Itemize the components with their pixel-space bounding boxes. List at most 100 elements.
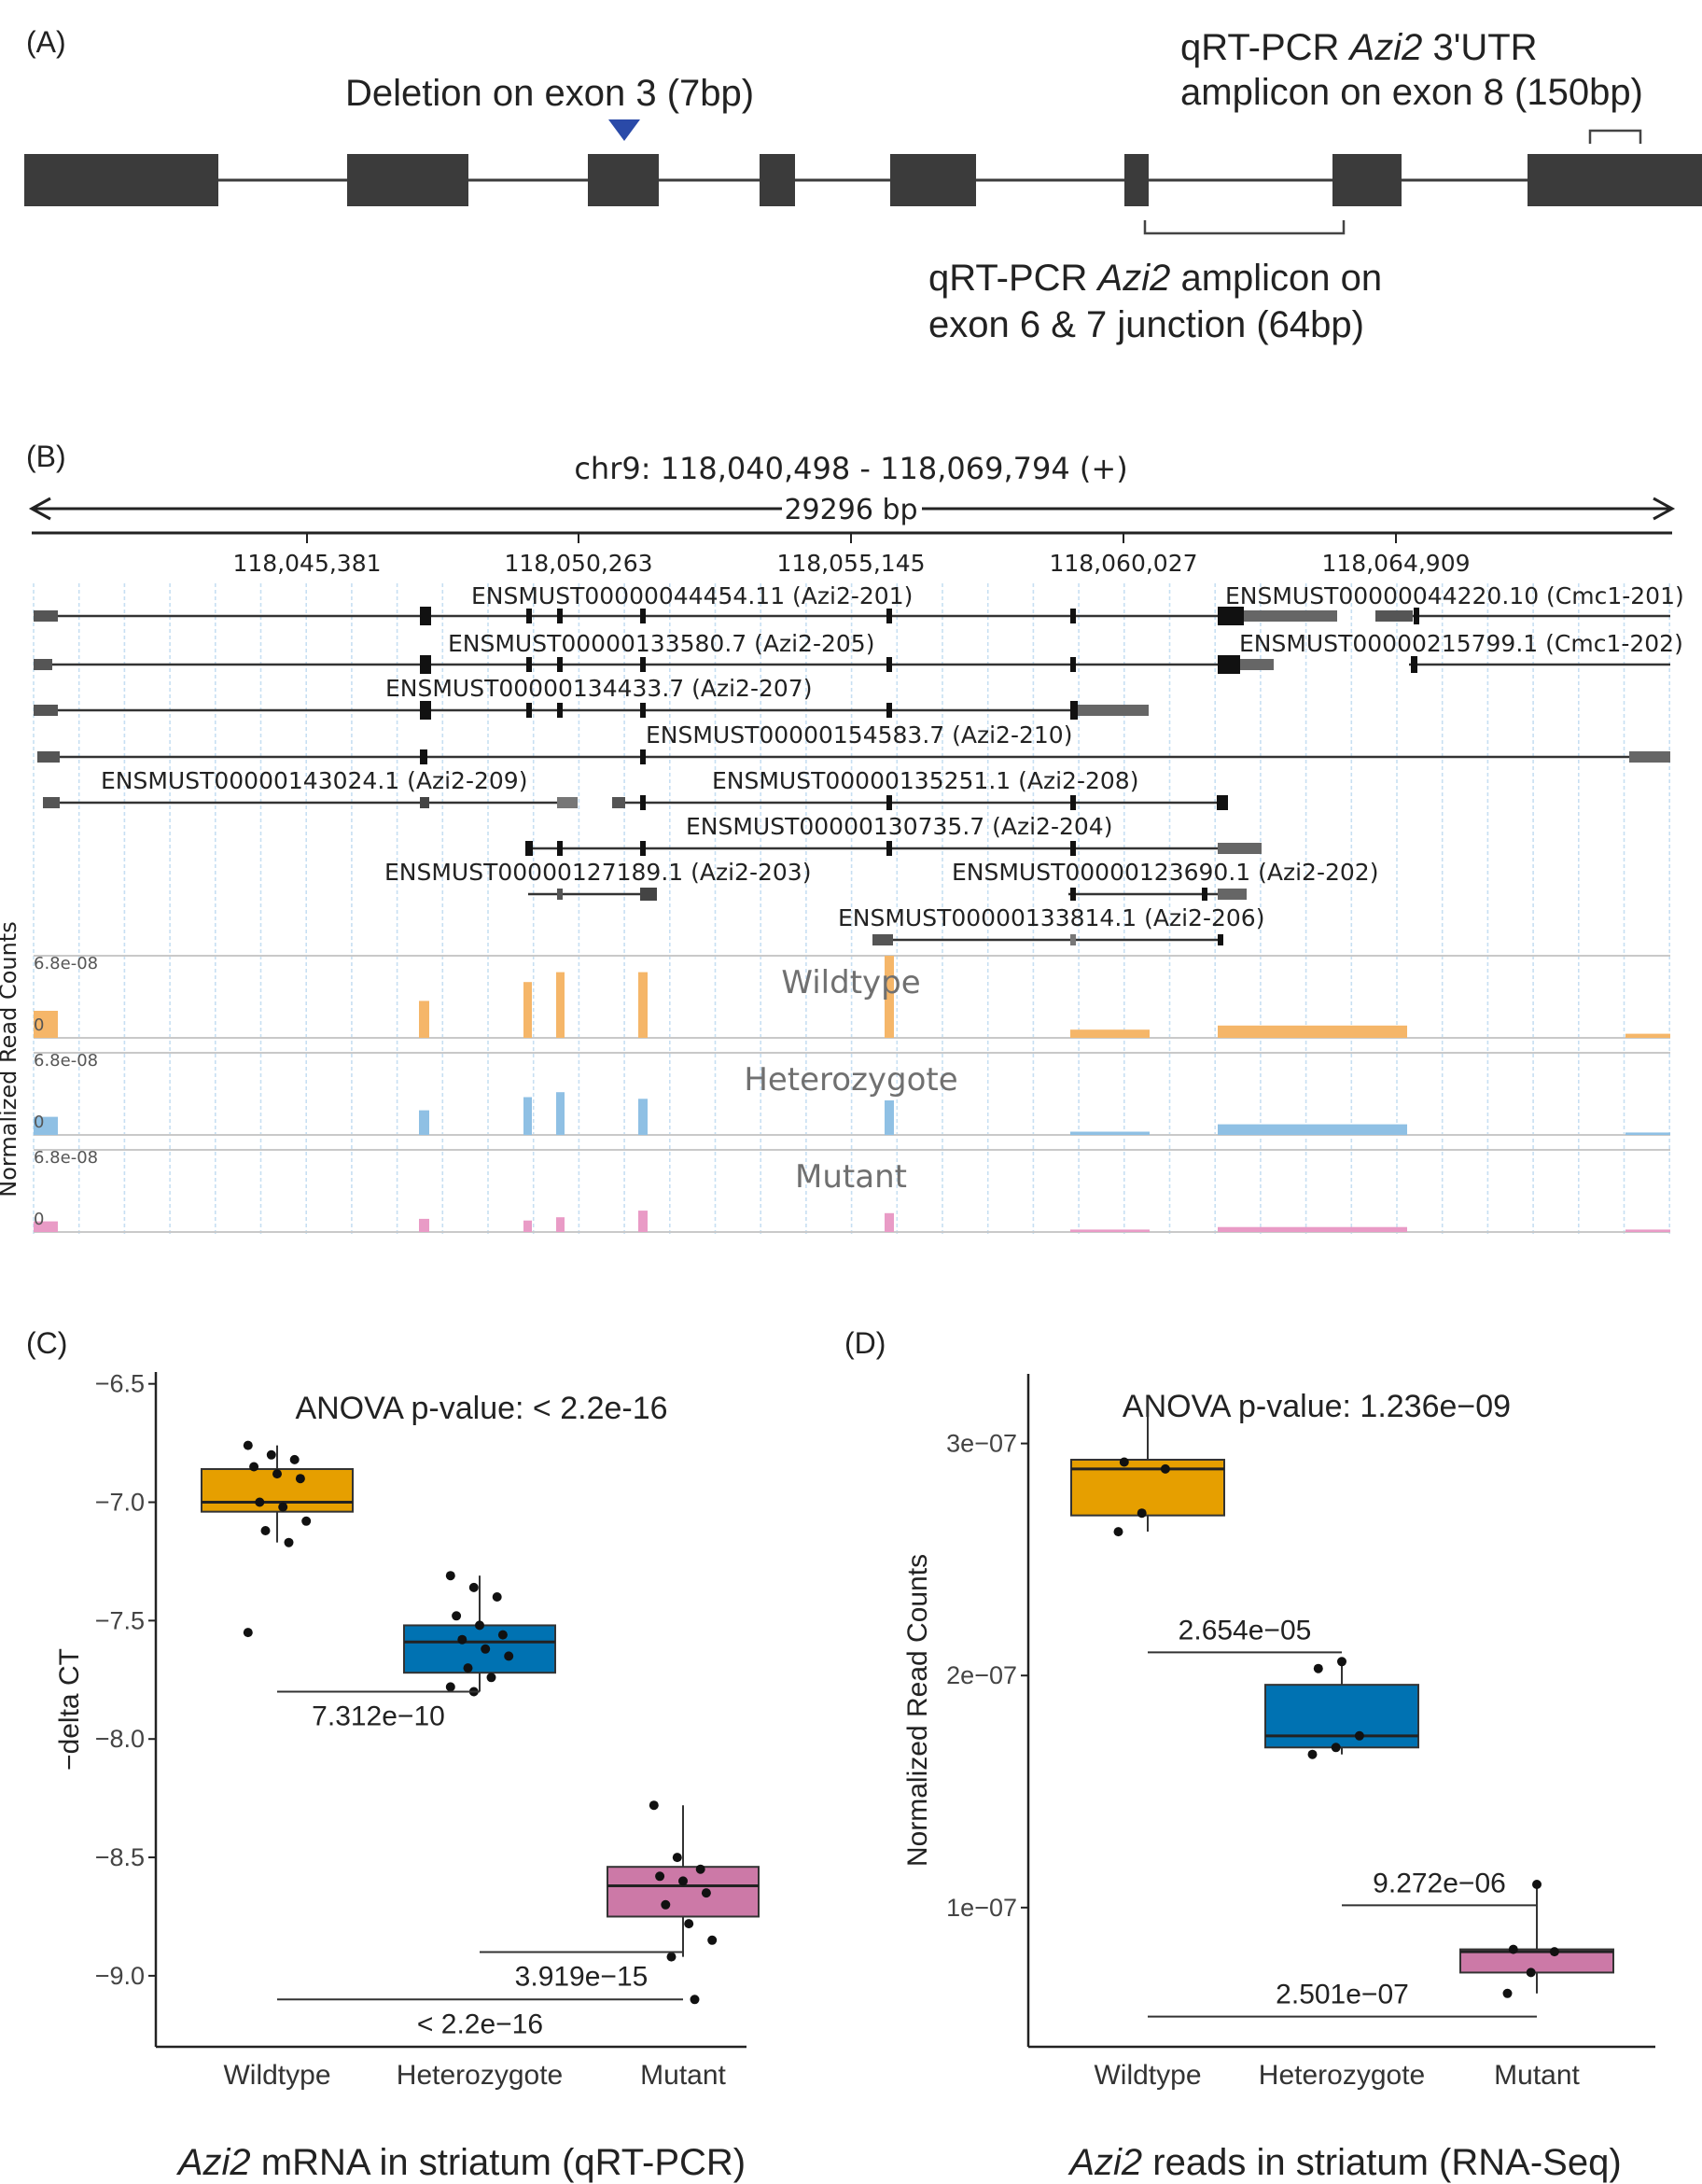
data-point xyxy=(701,1888,711,1898)
data-point xyxy=(661,1899,671,1910)
data-point xyxy=(1337,1657,1346,1667)
y-axis-label: Normalized Read Counts xyxy=(902,1554,933,1867)
coord-tick-label: 118,050,263 xyxy=(504,550,652,577)
junction-amplicon-bracket xyxy=(1143,220,1346,235)
data-point xyxy=(1354,1730,1364,1741)
comparison-pvalue: 3.919e−15 xyxy=(515,1962,649,1993)
data-point xyxy=(497,1630,508,1640)
data-point xyxy=(1307,1749,1318,1759)
coverage-bar xyxy=(419,1218,429,1232)
data-point xyxy=(278,1502,288,1512)
chart-caption: Azi2 mRNA in striatum (qRT-PCR) xyxy=(176,2142,746,2183)
transcript-cmc1-202: ENSMUST00000215799.1 (Cmc1-202) xyxy=(1239,630,1683,673)
track-max-label: 6.8e-08 xyxy=(34,1051,98,1071)
coverage-bar xyxy=(1625,1229,1670,1232)
coord-tick-label: 118,060,027 xyxy=(1049,550,1197,577)
box-mutant xyxy=(607,1866,760,1918)
exon-2 xyxy=(347,154,468,206)
chart-d: 1e−07 2e−07 3e−07 Normalized Read Counts ANO… xyxy=(902,1374,1655,2183)
data-point xyxy=(707,1935,718,1945)
data-point xyxy=(457,1634,467,1645)
data-point xyxy=(243,1628,253,1638)
track-min-label: 0 xyxy=(34,1210,44,1229)
track-name-label: Heterozygote xyxy=(744,1061,957,1099)
transcript-azi2-209: ENSMUST00000143024.1 (Azi2-209) xyxy=(43,767,578,808)
transcript-azi2-205: ENSMUST00000133580.7 (Azi2-205) xyxy=(34,630,1274,674)
y-tick-label: −9.0 xyxy=(95,1962,145,1990)
transcript-label: ENSMUST00000044454.11 (Azi2-201) xyxy=(471,582,913,609)
data-point xyxy=(452,1611,462,1621)
transcript-azi2-206: ENSMUST00000133814.1 (Azi2-206) xyxy=(838,904,1264,945)
chart-title: ANOVA p-value: < 2.2e-16 xyxy=(295,1391,667,1426)
data-point xyxy=(666,1952,677,1962)
transcript-azi2-201: ENSMUST00000044454.11 (Azi2-201) xyxy=(34,582,1337,625)
transcript-label: ENSMUST00000143024.1 (Azi2-209) xyxy=(101,767,527,794)
exon-4 xyxy=(760,154,795,206)
coord-tick-label: 118,045,381 xyxy=(232,550,381,577)
transcript-label: ENSMUST00000130735.7 (Azi2-204) xyxy=(686,813,1112,840)
span-arrowhead-right-icon xyxy=(1653,497,1676,521)
y-tick-label: −8.0 xyxy=(95,1725,145,1753)
transcript-azi2-202: ENSMUST00000123690.1 (Azi2-202) xyxy=(952,859,1378,901)
coverage-bar xyxy=(638,972,648,1038)
y-tick-label: −7.5 xyxy=(95,1606,145,1634)
genomic-region-label: chr9: 118,040,498 - 118,069,794 (+) xyxy=(574,451,1127,486)
transcript-azi2-204: ENSMUST00000130735.7 (Azi2-204) xyxy=(525,813,1262,856)
data-point xyxy=(649,1800,659,1811)
exon-8 xyxy=(1528,154,1702,206)
exon-blocks xyxy=(24,154,1702,206)
coverage-tracks: 6.8e-08 0 Wildtype 6.8e-08 0 Heterozygote 6.8e… xyxy=(34,954,1670,1233)
x-tick-label: Heterozygote xyxy=(1259,2060,1425,2091)
panel-a: (A) Deletion on exon 3 (7bp) qRT-PCR Azi… xyxy=(24,25,1702,345)
x-tick-label: Wildtype xyxy=(223,2060,330,2091)
transcript-label: ENSMUST00000127189.1 (Azi2-203) xyxy=(384,859,811,886)
chart-c: −6.5 −7.0 −7.5 −8.0 −8.5 −9.0 −delta CT ANOVA p… xyxy=(54,1370,760,2183)
track-max-label: 6.8e-08 xyxy=(34,954,98,973)
panel-b-label: (B) xyxy=(26,440,66,473)
coverage-bar xyxy=(556,1092,565,1135)
comparison-pvalue: 7.312e−10 xyxy=(312,1701,445,1731)
y-tick-label: 1e−07 xyxy=(946,1894,1017,1922)
data-point xyxy=(284,1537,294,1547)
data-point xyxy=(684,1919,694,1929)
span-arrowhead-left-icon xyxy=(28,497,51,521)
y-axis-label: −delta CT xyxy=(54,1648,85,1771)
track-max-label: 6.8e-08 xyxy=(34,1148,98,1168)
box-mutant xyxy=(1459,1948,1614,1974)
data-point xyxy=(468,1582,479,1592)
data-point xyxy=(249,1462,259,1472)
transcript-label: ENSMUST00000133580.7 (Azi2-205) xyxy=(448,630,874,657)
junction-amplicon-label-line2: exon 6 & 7 junction (64bp) xyxy=(928,304,1364,345)
track-name-label: Wildtype xyxy=(781,964,920,1001)
coverage-bar xyxy=(638,1099,648,1135)
coverage-bar xyxy=(34,1011,58,1038)
transcript-label: ENSMUST00000135251.1 (Azi2-208) xyxy=(712,767,1138,794)
coord-tick-label: 118,055,145 xyxy=(776,550,925,577)
y-tick-label: −6.5 xyxy=(95,1370,145,1398)
coverage-bar xyxy=(1218,1124,1407,1135)
data-point xyxy=(1508,1944,1518,1954)
data-point xyxy=(1331,1743,1341,1753)
data-point xyxy=(672,1853,682,1863)
x-tick-label: Heterozygote xyxy=(397,2060,563,2091)
transcript-label: ENSMUST00000123690.1 (Azi2-202) xyxy=(952,859,1378,886)
data-point xyxy=(295,1474,305,1484)
track-min-label: 0 xyxy=(34,1113,44,1132)
panel-d: (D) 1e−07 2e−07 3e−07 Normalized Read Count… xyxy=(844,1326,1655,2183)
coord-tick-label: 118,064,909 xyxy=(1321,550,1470,577)
box-heterozygote xyxy=(1264,1684,1419,1749)
transcript-azi2-207: ENSMUST00000134433.7 (Azi2-207) xyxy=(34,675,1149,720)
data-point xyxy=(1313,1663,1323,1673)
coverage-bar xyxy=(556,1217,565,1232)
coverage-bar xyxy=(34,1116,58,1135)
panel-d-label: (D) xyxy=(844,1326,886,1360)
coverage-bar xyxy=(885,956,894,1038)
data-point xyxy=(504,1651,514,1661)
data-point xyxy=(492,1592,502,1602)
data-point xyxy=(301,1516,312,1526)
data-point xyxy=(475,1620,484,1631)
data-point xyxy=(1502,1988,1513,1998)
data-point xyxy=(272,1469,282,1479)
deletion-label: Deletion on exon 3 (7bp) xyxy=(345,73,754,114)
